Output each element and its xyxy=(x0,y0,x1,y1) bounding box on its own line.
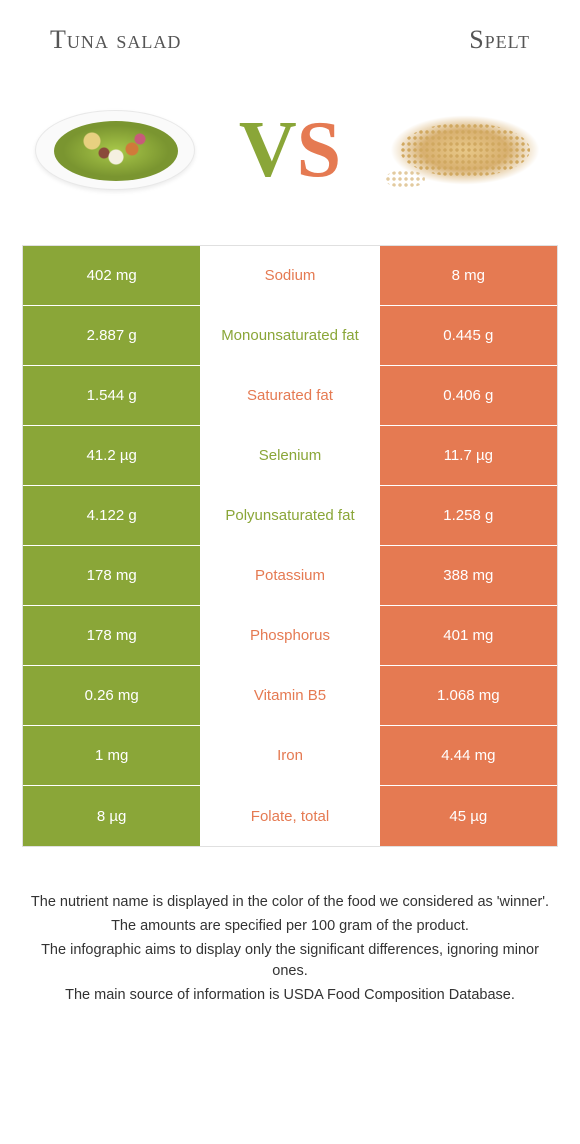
table-row: 2.887 gMonounsaturated fat0.445 g xyxy=(23,306,557,366)
left-value: 1.544 g xyxy=(23,366,201,425)
header: Tuna salad Spelt xyxy=(0,0,580,65)
left-value: 178 mg xyxy=(23,606,201,665)
title-left: Tuna salad xyxy=(50,25,181,55)
table-row: 4.122 gPolyunsaturated fat1.258 g xyxy=(23,486,557,546)
right-value: 401 mg xyxy=(379,606,557,665)
vs-v: V xyxy=(239,110,297,190)
tuna-salad-image xyxy=(30,95,200,205)
left-value: 4.122 g xyxy=(23,486,201,545)
nutrient-label: Iron xyxy=(201,726,378,785)
spelt-grain-icon xyxy=(390,115,540,185)
nutrient-label: Saturated fat xyxy=(201,366,378,425)
nutrient-label: Monounsaturated fat xyxy=(201,306,378,365)
table-row: 178 mgPotassium388 mg xyxy=(23,546,557,606)
right-value: 388 mg xyxy=(379,546,557,605)
left-value: 0.26 mg xyxy=(23,666,201,725)
table-row: 1 mgIron4.44 mg xyxy=(23,726,557,786)
left-value: 1 mg xyxy=(23,726,201,785)
footnote-line: The amounts are specified per 100 gram o… xyxy=(30,916,550,938)
right-value: 0.445 g xyxy=(379,306,557,365)
table-row: 41.2 µgSelenium11.7 µg xyxy=(23,426,557,486)
nutrient-label: Vitamin B5 xyxy=(201,666,378,725)
nutrient-label: Potassium xyxy=(201,546,378,605)
spelt-image xyxy=(380,95,550,205)
right-value: 1.068 mg xyxy=(379,666,557,725)
title-right: Spelt xyxy=(469,25,530,55)
nutrient-table: 402 mgSodium8 mg2.887 gMonounsaturated f… xyxy=(22,245,558,847)
left-value: 41.2 µg xyxy=(23,426,201,485)
footnote-line: The nutrient name is displayed in the co… xyxy=(30,892,550,914)
table-row: 402 mgSodium8 mg xyxy=(23,246,557,306)
right-value: 4.44 mg xyxy=(379,726,557,785)
vs-s: S xyxy=(297,110,342,190)
nutrient-label: Selenium xyxy=(201,426,378,485)
left-value: 178 mg xyxy=(23,546,201,605)
table-row: 0.26 mgVitamin B51.068 mg xyxy=(23,666,557,726)
left-value: 2.887 g xyxy=(23,306,201,365)
images-row: VS xyxy=(0,65,580,245)
right-value: 0.406 g xyxy=(379,366,557,425)
table-row: 1.544 gSaturated fat0.406 g xyxy=(23,366,557,426)
left-value: 8 µg xyxy=(23,786,201,846)
nutrient-label: Polyunsaturated fat xyxy=(201,486,378,545)
left-value: 402 mg xyxy=(23,246,201,305)
footnote-line: The infographic aims to display only the… xyxy=(30,940,550,984)
footnote-line: The main source of information is USDA F… xyxy=(30,985,550,1007)
table-row: 178 mgPhosphorus401 mg xyxy=(23,606,557,666)
right-value: 8 mg xyxy=(379,246,557,305)
table-row: 8 µgFolate, total45 µg xyxy=(23,786,557,846)
salad-plate-icon xyxy=(35,110,195,190)
footnotes: The nutrient name is displayed in the co… xyxy=(0,847,580,1029)
right-value: 11.7 µg xyxy=(379,426,557,485)
nutrient-label: Sodium xyxy=(201,246,378,305)
nutrient-label: Folate, total xyxy=(201,786,378,846)
right-value: 1.258 g xyxy=(379,486,557,545)
right-value: 45 µg xyxy=(379,786,557,846)
vs-label: VS xyxy=(239,110,341,190)
nutrient-label: Phosphorus xyxy=(201,606,378,665)
